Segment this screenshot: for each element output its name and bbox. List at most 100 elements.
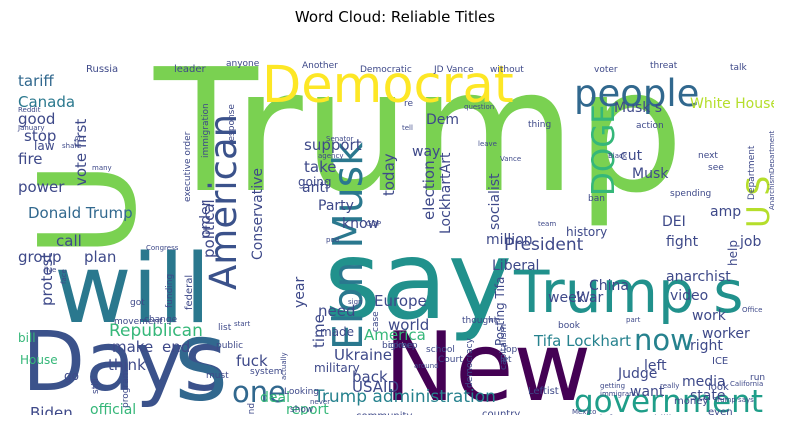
word-defense: defense [596, 414, 636, 415]
word-actually: actually [280, 352, 288, 380]
word-voter: voter [594, 65, 618, 75]
word-case: case [371, 311, 381, 332]
word-share: share [62, 142, 81, 150]
word-group: group [18, 248, 62, 266]
word-billion: billion [654, 414, 684, 415]
word-getting: getting [600, 382, 625, 390]
word-access: access [14, 414, 48, 415]
word-list: list [218, 323, 232, 333]
word-work: work [692, 308, 727, 324]
word-leader: leader [174, 64, 207, 75]
word-come: come [388, 341, 413, 351]
word-anyone: anyone [226, 59, 260, 69]
word-worker: worker [702, 326, 750, 342]
word-democratic: Democratic [360, 65, 412, 75]
word-million: million [486, 232, 533, 248]
chart-title: Word Cloud: Reliable Titles [294, 8, 496, 26]
word-around: around [414, 362, 439, 370]
word-job: job [739, 234, 761, 250]
word-left: left [644, 358, 667, 374]
word-history: history [566, 225, 607, 239]
word-week: week [548, 290, 586, 306]
word-political: political [200, 199, 218, 258]
word-many: many [92, 164, 112, 172]
word-days: Days [22, 315, 227, 410]
word-ukraine: Ukraine [334, 346, 392, 364]
word-party: Party [318, 198, 354, 214]
word-right: right [690, 338, 723, 354]
word-law: law [34, 139, 55, 153]
word-democracy: democracy [465, 337, 475, 388]
word-video: video [670, 288, 708, 304]
word-america: America [364, 326, 426, 344]
word-end: end [162, 338, 190, 356]
word-school: school [426, 345, 455, 355]
word-plan: plan [84, 248, 116, 266]
word-people: people [574, 72, 699, 115]
word-anarchismdepartment: AnarchismDepartment [768, 130, 774, 210]
word-tifa-lockhart: Tifa Lockhart [533, 332, 631, 350]
word-still: still [91, 378, 101, 394]
word-musk: Musk [632, 166, 669, 182]
word-federal: federal [184, 275, 195, 310]
word-without: without [490, 65, 524, 75]
word-socialist: socialist [487, 173, 503, 230]
word-house: House [20, 353, 58, 367]
word-say: say [324, 217, 512, 344]
word-biden: Biden [30, 404, 73, 415]
word-going: going [298, 175, 332, 189]
word-see: see [708, 163, 724, 173]
word-new: New [384, 313, 591, 415]
word-fire: fire [18, 150, 43, 168]
word-mexico: Mexico [572, 408, 596, 415]
word-pod: pod [326, 236, 339, 244]
word-s: S [174, 322, 228, 415]
word-amp: amp [710, 204, 741, 220]
word-order: order [198, 200, 214, 238]
word-trump-administration: Trump administration [313, 387, 496, 407]
word-real: real [88, 414, 107, 415]
word-protest: protest [38, 253, 56, 306]
word-vance: Vance [500, 155, 521, 163]
word-public: public [216, 341, 243, 351]
word-future: future [710, 414, 740, 415]
word-judge: Judge [617, 366, 657, 382]
word-talk: talk [730, 63, 748, 73]
word-thing: thing [528, 120, 551, 130]
word-funding: funding [165, 274, 175, 308]
word-act: Act [74, 135, 86, 143]
word-change: change [144, 315, 178, 325]
word-want: want [630, 384, 665, 400]
word-country: country [482, 409, 520, 415]
word-money: money [674, 396, 708, 407]
word-gop: GOP [366, 220, 381, 228]
word-elon-musk: Elon Musk [324, 142, 372, 350]
word-agency: agency [318, 152, 343, 160]
word-must: must [206, 371, 229, 381]
word-know: know [342, 216, 379, 232]
word-power: power [18, 178, 65, 196]
word-official: official [90, 402, 136, 415]
word-time: time [310, 314, 328, 348]
word-jd-vance: JD Vance [433, 65, 474, 75]
word-start: start [234, 320, 251, 328]
word-help: help [726, 240, 740, 266]
word-now: now [634, 323, 694, 357]
word-anarchist: anarchist [666, 269, 731, 285]
word-china: China [589, 278, 629, 294]
word-military: military [314, 361, 360, 375]
word-response: response [227, 104, 237, 145]
word-go: go [64, 369, 79, 383]
word-leftist: Leftist [528, 386, 559, 397]
word-find: find [247, 403, 257, 415]
word-fight: fight [666, 234, 699, 250]
word-trump-says: Trump says [713, 396, 754, 404]
word-one: one [232, 375, 286, 409]
word-bigkeep: bigkeep [382, 341, 418, 351]
word-ban: ban [588, 194, 605, 204]
word-tell: tell [402, 124, 413, 132]
word-deal: deal [260, 390, 290, 406]
word-tariff: tariff [18, 72, 54, 90]
word-canada: Canada [18, 93, 75, 111]
